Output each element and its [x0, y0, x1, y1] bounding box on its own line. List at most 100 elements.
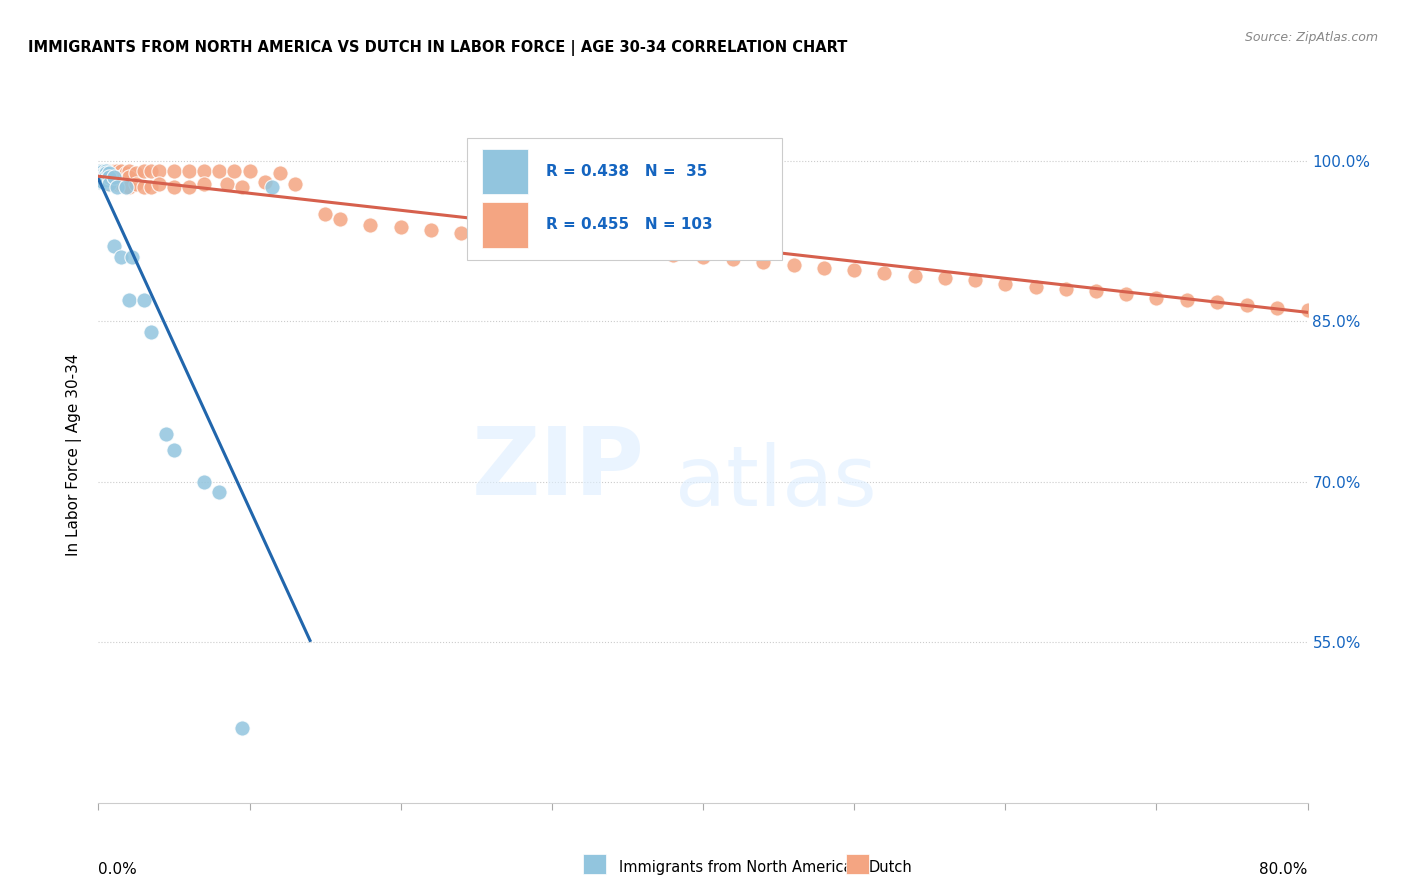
- Point: [103, 177, 125, 191]
- Point: [1296, 303, 1319, 318]
- Text: 80.0%: 80.0%: [1260, 862, 1308, 877]
- Y-axis label: In Labor Force | Age 30-34: In Labor Force | Age 30-34: [66, 353, 83, 557]
- Point: [1386, 312, 1406, 326]
- Point: [132, 180, 155, 194]
- Point: [91, 169, 114, 184]
- Point: [1085, 284, 1108, 298]
- Point: [873, 266, 896, 280]
- Point: [141, 325, 163, 339]
- Point: [1357, 309, 1379, 323]
- Point: [114, 180, 136, 194]
- Point: [813, 260, 835, 275]
- Text: Dutch: Dutch: [869, 860, 912, 874]
- Point: [125, 177, 148, 191]
- FancyBboxPatch shape: [467, 138, 782, 260]
- Point: [1054, 282, 1077, 296]
- Point: [89, 169, 111, 184]
- Point: [148, 164, 170, 178]
- Point: [965, 273, 987, 287]
- Point: [132, 293, 155, 307]
- Point: [141, 164, 163, 178]
- Point: [89, 168, 111, 182]
- Point: [215, 177, 238, 191]
- Point: [91, 164, 114, 178]
- Point: [1024, 280, 1046, 294]
- Point: [105, 169, 128, 184]
- Point: [752, 255, 775, 269]
- Text: Immigrants from North America: Immigrants from North America: [619, 860, 852, 874]
- Point: [91, 173, 114, 187]
- Point: [91, 166, 114, 180]
- Point: [163, 442, 186, 457]
- Point: [98, 164, 121, 178]
- Point: [179, 180, 201, 194]
- Point: [1144, 291, 1167, 305]
- Point: [934, 271, 956, 285]
- Point: [91, 176, 114, 190]
- Point: [110, 164, 132, 178]
- Point: [89, 164, 111, 178]
- Point: [114, 180, 136, 194]
- Point: [692, 250, 714, 264]
- Point: [329, 212, 352, 227]
- Point: [262, 180, 284, 194]
- Point: [155, 426, 177, 441]
- Point: [631, 244, 654, 259]
- Point: [94, 169, 117, 184]
- Point: [98, 168, 121, 182]
- Point: [94, 173, 117, 187]
- Point: [450, 227, 472, 241]
- Point: [540, 234, 562, 248]
- Point: [163, 164, 186, 178]
- Text: R = 0.455   N = 103: R = 0.455 N = 103: [546, 218, 713, 233]
- Point: [163, 180, 186, 194]
- Point: [94, 177, 117, 191]
- Point: [94, 168, 117, 182]
- Point: [105, 164, 128, 178]
- Point: [89, 171, 111, 186]
- Point: [360, 218, 382, 232]
- Point: [1267, 301, 1289, 316]
- Point: [89, 169, 111, 183]
- Point: [89, 170, 111, 185]
- Point: [231, 721, 253, 735]
- Point: [114, 166, 136, 180]
- Point: [616, 241, 638, 255]
- Point: [844, 262, 866, 277]
- Point: [98, 169, 121, 184]
- Point: [89, 166, 111, 180]
- Point: [231, 180, 253, 194]
- Point: [98, 177, 121, 191]
- Point: [208, 164, 231, 178]
- Point: [110, 250, 132, 264]
- Point: [118, 180, 141, 194]
- Point: [208, 485, 231, 500]
- Point: [239, 164, 262, 178]
- Point: [89, 166, 111, 180]
- Point: [1327, 305, 1350, 319]
- Point: [661, 248, 683, 262]
- Text: Source: ZipAtlas.com: Source: ZipAtlas.com: [1244, 31, 1378, 45]
- FancyBboxPatch shape: [482, 149, 527, 194]
- Point: [314, 207, 336, 221]
- Point: [98, 166, 121, 180]
- FancyBboxPatch shape: [482, 202, 527, 248]
- Point: [91, 164, 114, 178]
- Point: [103, 168, 125, 182]
- Point: [98, 169, 121, 184]
- Point: [91, 169, 114, 184]
- Point: [110, 169, 132, 184]
- Text: ZIP: ZIP: [471, 423, 644, 515]
- Point: [1115, 287, 1137, 301]
- Point: [148, 177, 170, 191]
- Point: [89, 171, 111, 186]
- Text: IMMIGRANTS FROM NORTH AMERICA VS DUTCH IN LABOR FORCE | AGE 30-34 CORRELATION CH: IMMIGRANTS FROM NORTH AMERICA VS DUTCH I…: [28, 40, 848, 56]
- Point: [132, 164, 155, 178]
- Point: [94, 166, 117, 180]
- Point: [91, 171, 114, 186]
- Point: [420, 223, 443, 237]
- Point: [94, 173, 117, 187]
- Point: [103, 239, 125, 253]
- Point: [571, 237, 593, 252]
- Point: [118, 293, 141, 307]
